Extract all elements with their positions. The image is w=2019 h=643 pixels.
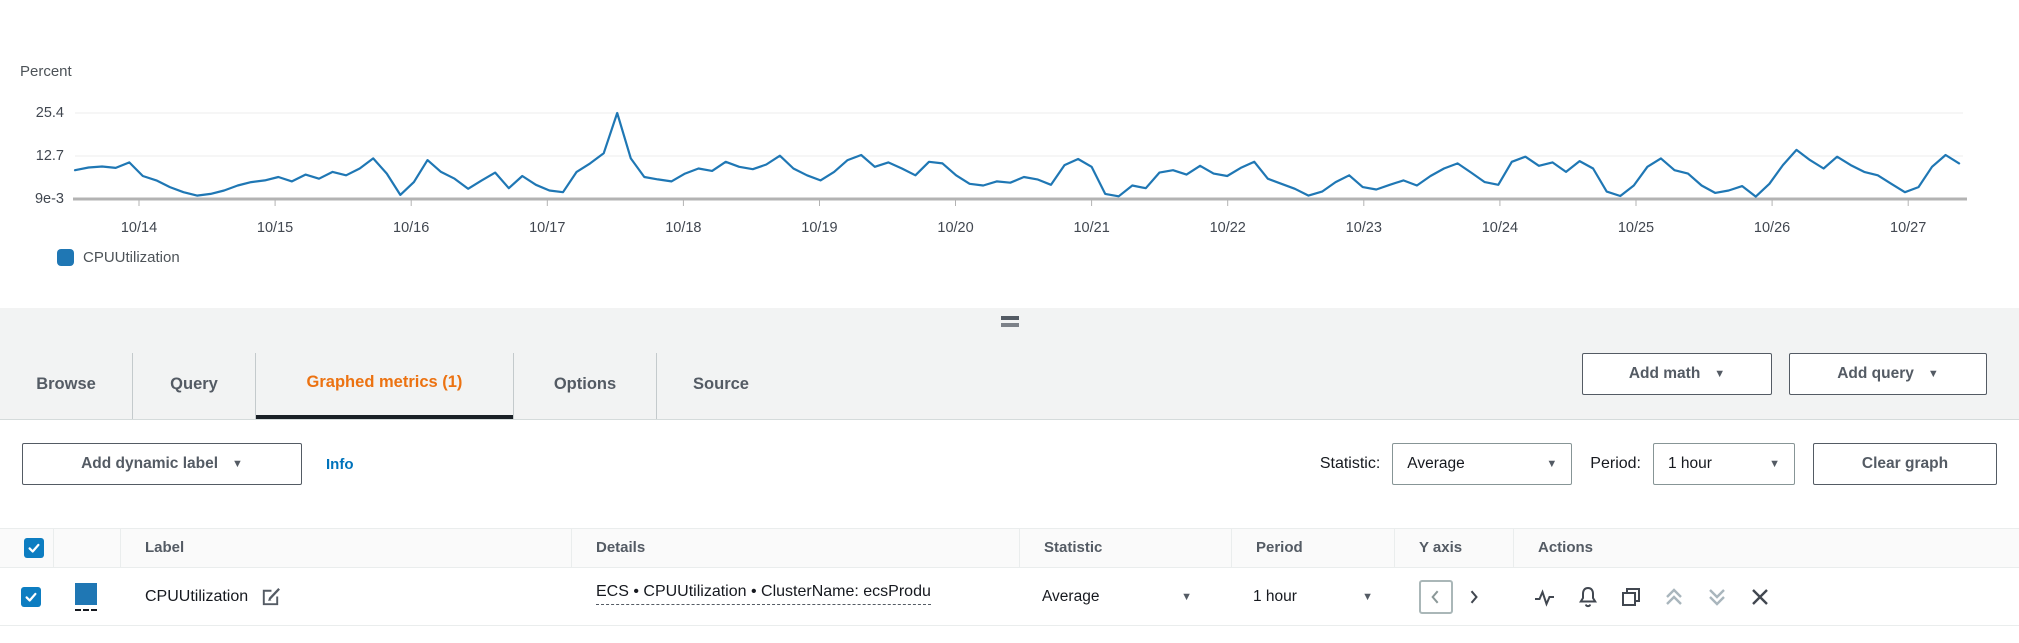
- table-header-row: Label Details Statistic Period Y axis Ac…: [0, 528, 2019, 568]
- x-axis-tick-label: 10/15: [256, 220, 294, 236]
- y-axis-tick-label: 9e-3: [34, 190, 64, 207]
- y-axis-right-button[interactable]: [1457, 580, 1491, 614]
- create-alarm-icon[interactable]: [1576, 585, 1600, 609]
- graphed-metrics-table: Label Details Statistic Period Y axis Ac…: [0, 528, 2019, 626]
- legend-color-swatch: [57, 249, 74, 266]
- tab-bar: Browse Query Graphed metrics (1) Options Sou…: [0, 349, 785, 419]
- metric-details-link[interactable]: ECS • CPUUtilization • ClusterName: ecsP…: [596, 583, 931, 605]
- tab-source[interactable]: Source: [693, 374, 749, 393]
- period-column-header: Period: [1231, 529, 1394, 567]
- color-column-header: [53, 529, 120, 567]
- chart-legend[interactable]: CPUUtilization: [57, 249, 180, 266]
- x-axis-tick-label: 10/25: [1617, 220, 1655, 236]
- x-axis-tick-label: 10/18: [665, 220, 702, 236]
- caret-down-icon: ▼: [1546, 458, 1558, 470]
- y-axis-left-button[interactable]: [1419, 579, 1453, 614]
- panel-divider-band: Browse Query Graphed metrics (1) Options Sou…: [0, 308, 2019, 420]
- metrics-chart-panel: Percent 25.4 12.7 9e-3 10/14 10/15 10/16 10/1…: [0, 0, 2019, 308]
- select-all-checkbox[interactable]: [24, 538, 44, 558]
- x-axis-tick-label: 10/24: [1481, 220, 1519, 236]
- move-up-icon[interactable]: [1662, 585, 1686, 609]
- x-axis-tick-label: 10/14: [120, 220, 158, 236]
- table-row: CPUUtilization ECS • CPUUtilization • Cl…: [0, 568, 2019, 626]
- x-axis-tick-label: 10/26: [1753, 220, 1791, 236]
- x-axis-tick-label: 10/21: [1073, 220, 1110, 236]
- row-period-select[interactable]: 1 hour ▼: [1253, 587, 1373, 605]
- duplicate-icon[interactable]: [1619, 585, 1643, 609]
- x-axis-tick-label: 10/27: [1890, 220, 1927, 236]
- statistic-column-header: Statistic: [1019, 529, 1231, 567]
- y-axis-unit-label: Percent: [20, 63, 72, 80]
- clear-graph-button[interactable]: Clear graph: [1813, 443, 1997, 485]
- tab-graphed-metrics[interactable]: Graphed metrics (1): [256, 349, 513, 419]
- yaxis-column-header: Y axis: [1394, 529, 1513, 567]
- metric-label: CPUUtilization: [145, 587, 249, 605]
- edit-label-icon[interactable]: [259, 585, 282, 608]
- x-axis-tick-label: 10/23: [1345, 220, 1382, 236]
- color-swatch: [75, 582, 97, 605]
- x-axis-tick-label: 10/16: [393, 220, 430, 236]
- tab-browse[interactable]: Browse: [36, 374, 96, 393]
- metric-color-swatch[interactable]: [75, 582, 97, 611]
- period-label: Period:: [1590, 455, 1641, 472]
- period-select[interactable]: 1 hour ▼: [1653, 443, 1795, 485]
- label-column-header: Label: [120, 529, 571, 567]
- y-axis-tick-label: 12.7: [35, 148, 64, 164]
- graph-metric-icon[interactable]: [1533, 585, 1557, 609]
- remove-icon[interactable]: [1748, 585, 1772, 609]
- caret-down-icon: ▼: [1927, 368, 1939, 380]
- add-query-button[interactable]: Add query ▼: [1789, 353, 1987, 395]
- metrics-line-chart[interactable]: [0, 0, 2019, 308]
- x-axis-tick-label: 10/19: [801, 220, 838, 236]
- tab-separator: [513, 353, 514, 419]
- x-axis-tick-label: 10/22: [1209, 220, 1246, 236]
- tab-separator: [255, 353, 256, 419]
- caret-down-icon: ▼: [1181, 590, 1192, 603]
- row-statistic-select[interactable]: Average ▼: [1042, 587, 1192, 605]
- x-axis-tick-label: 10/20: [937, 220, 974, 236]
- caret-down-icon: ▼: [1714, 368, 1726, 380]
- statistic-label: Statistic:: [1319, 455, 1381, 472]
- tab-separator: [132, 353, 133, 419]
- move-down-icon[interactable]: [1705, 585, 1729, 609]
- statistic-select[interactable]: Average ▼: [1392, 443, 1573, 485]
- details-column-header: Details: [571, 529, 1019, 567]
- caret-down-icon: ▼: [1769, 458, 1780, 470]
- panel-resize-handle[interactable]: [1001, 316, 1019, 330]
- legend-label: CPUUtilization: [83, 249, 180, 266]
- actions-column-header: Actions: [1513, 529, 2019, 567]
- swatch-dotted-underline: [75, 608, 97, 611]
- y-axis-tick-label: 25.4: [35, 105, 64, 121]
- graphed-metrics-toolbar: Add dynamic label ▼ Info Statistic: Aver…: [0, 420, 2019, 528]
- info-link[interactable]: Info: [326, 455, 354, 473]
- add-math-button[interactable]: Add math ▼: [1582, 353, 1772, 395]
- tab-options[interactable]: Options: [553, 374, 617, 393]
- row-checkbox[interactable]: [21, 586, 41, 607]
- tab-separator: [656, 353, 657, 419]
- add-dynamic-label-button[interactable]: Add dynamic label ▼: [22, 443, 302, 485]
- tab-query[interactable]: Query: [170, 374, 218, 393]
- caret-down-icon: ▼: [1362, 590, 1373, 603]
- caret-down-icon: ▼: [232, 458, 243, 470]
- x-axis-tick-label: 10/17: [529, 220, 566, 236]
